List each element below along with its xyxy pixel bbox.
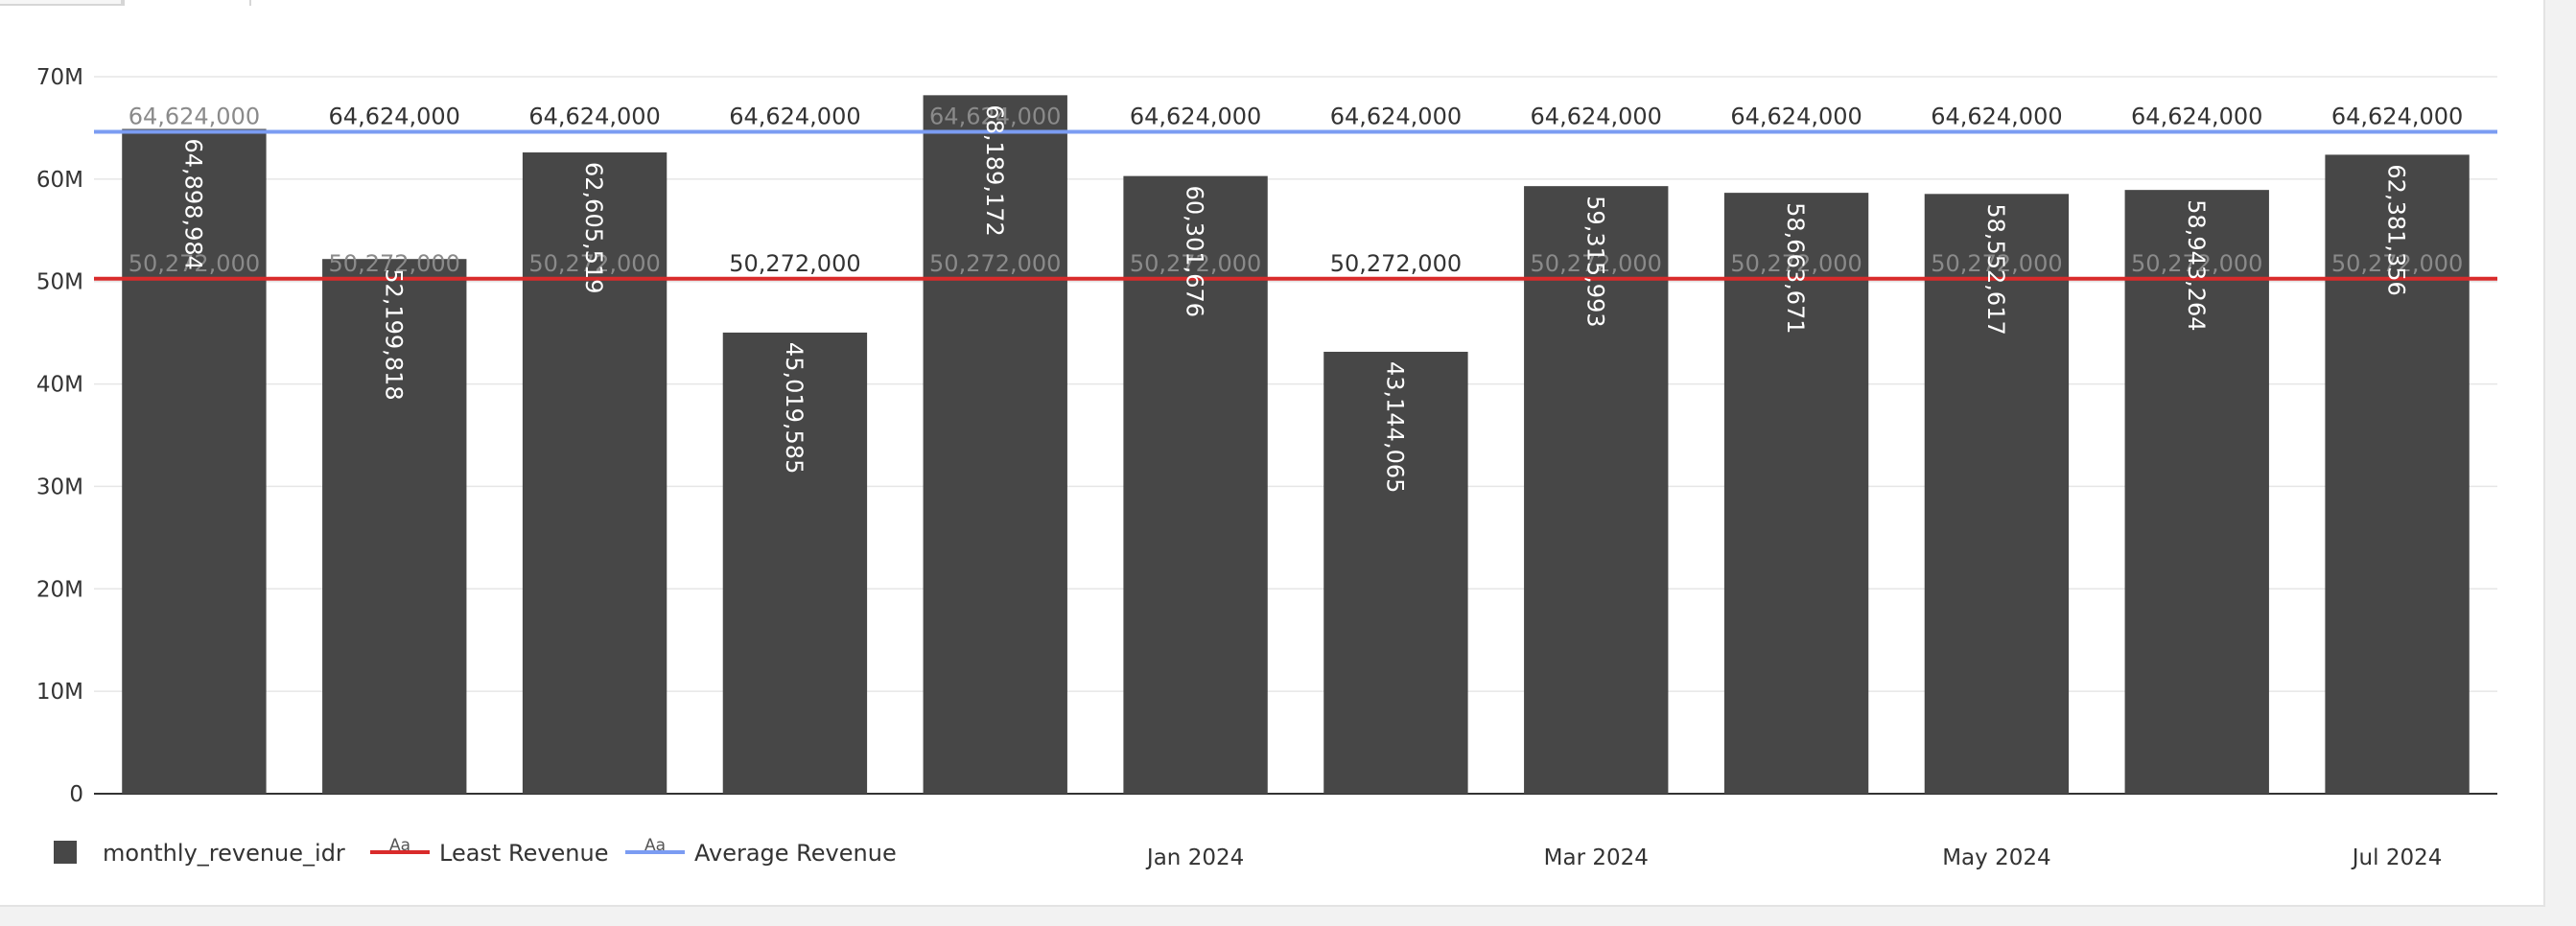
reference-value-label: 50,272,000 (1531, 250, 1662, 277)
legend-label: monthly_revenue_idr (103, 840, 345, 867)
reference-value-label: 50,272,000 (2331, 250, 2463, 277)
tab-inactive[interactable] (0, 0, 123, 6)
reference-value-label: 50,272,000 (2131, 250, 2262, 277)
reference-value-label: 50,272,000 (1130, 250, 1261, 277)
y-tick: 50M (36, 270, 83, 295)
legend-label: Average Revenue (694, 840, 897, 867)
bar (1524, 186, 1669, 794)
reference-value-label: 64,624,000 (729, 103, 860, 129)
bar-value-label: 43,144,065 (1381, 361, 1408, 493)
bar (1323, 351, 1468, 794)
reference-value-label: 64,624,000 (2331, 103, 2463, 129)
y-tick-label: 30M (36, 475, 83, 499)
y-tick: 60M (36, 168, 83, 193)
y-tick-label: 0 (69, 782, 83, 807)
reference-value-label: 50,272,000 (329, 250, 460, 277)
bar (722, 332, 868, 794)
reference-value-label: 50,272,000 (729, 250, 860, 277)
bar (923, 95, 1067, 795)
bar-value-label: 60,301,676 (1182, 186, 1208, 317)
bar-value-label: 64,898,984 (179, 139, 206, 270)
y-tick: 10M (36, 680, 83, 705)
reference-value-label: 50,272,000 (528, 250, 660, 277)
y-tick-label: 40M (36, 373, 83, 398)
reference-value-label: 64,624,000 (1931, 103, 2062, 129)
legend-swatch (54, 841, 77, 864)
y-tick-label: 20M (36, 577, 83, 602)
bar-value-label: 45,019,585 (781, 342, 808, 474)
x-tick: May 2024 (1942, 845, 2050, 870)
x-tick-label: Mar 2024 (1544, 845, 1649, 870)
reference-value-label: 50,272,000 (929, 250, 1061, 277)
bar (1723, 193, 1869, 794)
y-tick: 20M (36, 577, 83, 602)
legend-label: Least Revenue (439, 840, 608, 867)
reference-value-label: 64,624,000 (1130, 103, 1261, 129)
y-tick-label: 70M (36, 65, 83, 90)
x-axis: Jan 2024 Mar 2024 May 2024 Jul 2024 (1145, 845, 2442, 870)
bar-value-label: 68,189,172 (981, 104, 1008, 236)
bars (122, 95, 2470, 795)
bar-value-label: 52,199,818 (380, 268, 407, 400)
reference-value-label: 64,624,000 (1330, 103, 1462, 129)
reference-value-label: 50,272,000 (1330, 250, 1462, 277)
y-tick-label: 50M (36, 270, 83, 295)
bar-value-label: 59,315,993 (1581, 196, 1608, 327)
x-tick: Jul 2024 (2351, 845, 2443, 870)
y-tick: 70M (36, 65, 83, 90)
bar-value-label: 58,663,671 (1782, 202, 1809, 334)
bar (1924, 194, 2070, 794)
bar (2124, 190, 2269, 795)
legend-item: monthly_revenue_idr (54, 840, 345, 867)
reference-value-label: 64,624,000 (929, 103, 1061, 129)
x-tick-label: May 2024 (1942, 845, 2050, 870)
y-tick: 40M (36, 373, 83, 398)
reference-value-label: 64,624,000 (1531, 103, 1662, 129)
reference-value-label: 64,624,000 (528, 103, 660, 129)
bar-value-label: 58,552,617 (1982, 203, 2009, 335)
bar (522, 152, 667, 794)
legend-item: Aa Least Revenue (370, 836, 608, 867)
bar (322, 259, 467, 795)
reference-value-label: 64,624,000 (129, 103, 260, 129)
bar (2325, 154, 2470, 795)
bar-value-label: 62,605,519 (580, 162, 607, 293)
x-tick-label: Jul 2024 (2351, 845, 2443, 870)
x-tick: Mar 2024 (1544, 845, 1649, 870)
reference-value-label: 64,624,000 (1730, 103, 1862, 129)
y-tick-label: 10M (36, 680, 83, 705)
reference-value-label: 64,624,000 (329, 103, 460, 129)
legend-marker: Aa (644, 836, 666, 855)
reference-value-label: 50,272,000 (129, 250, 260, 277)
y-tick-label: 60M (36, 168, 83, 193)
y-tick: 30M (36, 475, 83, 499)
y-axis: 0 10M 20M 30M 40M 50M 60M 70M (36, 65, 83, 807)
bar-value-label: 62,381,356 (2383, 164, 2410, 295)
reference-value-label: 64,624,000 (2131, 103, 2262, 129)
legend: monthly_revenue_idr Aa Least Revenue Aa Aver… (54, 836, 897, 867)
bar-value-label: 58,943,264 (2183, 199, 2210, 331)
tab-active[interactable] (123, 0, 251, 6)
reference-value-label: 50,272,000 (1730, 250, 1862, 277)
y-tick: 0 (69, 782, 83, 807)
x-tick: Jan 2024 (1145, 845, 1244, 870)
gridlines (94, 76, 2497, 795)
data-labels: 50,272,000 64,624,000 50,272,000 64,624,000… (129, 103, 2464, 493)
bar (122, 128, 267, 794)
x-tick-label: Jan 2024 (1145, 845, 1244, 870)
legend-marker: Aa (389, 836, 410, 855)
reference-value-label: 50,272,000 (1931, 250, 2062, 277)
reference-lines (94, 129, 2497, 281)
legend-item: Aa Average Revenue (625, 836, 897, 867)
